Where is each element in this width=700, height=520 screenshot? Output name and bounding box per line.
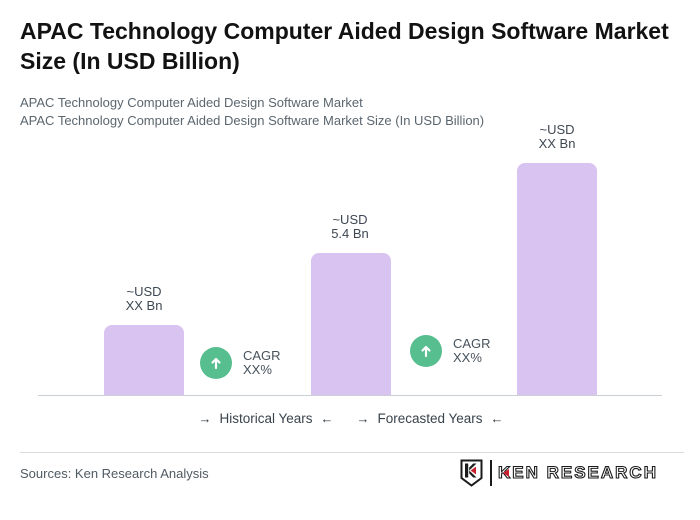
chart-subtitle: APAC Technology Computer Aided Design So… bbox=[20, 94, 680, 130]
bar-current bbox=[311, 253, 391, 395]
sources-note: Sources: Ken Research Analysis bbox=[20, 466, 209, 481]
arrow-up-icon bbox=[410, 335, 442, 367]
bar-forecast bbox=[517, 163, 597, 395]
logo-separator bbox=[489, 460, 492, 486]
cagr-label: CAGR XX% bbox=[243, 348, 281, 377]
arrow-up-icon bbox=[200, 347, 232, 379]
arrow-right-icon: → bbox=[198, 411, 212, 426]
x-axis-group-labels: → Historical Years ← → Forecasted Years ← bbox=[0, 411, 700, 427]
logo-wordmark: KEN RESEARCH bbox=[497, 462, 658, 482]
page-title: APAC Technology Computer Aided Design So… bbox=[20, 18, 669, 74]
arrow-left-icon: ← bbox=[490, 411, 504, 426]
footer-divider bbox=[20, 452, 684, 453]
ken-research-shield-icon bbox=[460, 459, 483, 487]
bar-chart: ~USD XX Bn ~USD 5.4 Bn ~USD XX Bn bbox=[104, 122, 597, 395]
subtitle-line-1: APAC Technology Computer Aided Design So… bbox=[20, 95, 363, 110]
x-axis-line bbox=[38, 395, 662, 396]
bar-value-label: ~USD 5.4 Bn bbox=[331, 212, 369, 241]
arrow-right-icon: → bbox=[356, 411, 370, 426]
subtitle-line-2: APAC Technology Computer Aided Design So… bbox=[20, 113, 485, 128]
ken-research-logo: KEN RESEARCH bbox=[459, 459, 658, 487]
arrow-left-icon: ← bbox=[320, 411, 334, 426]
forecasted-years-label: → Forecasted Years ← bbox=[356, 411, 504, 426]
cagr-badge: CAGR XX% bbox=[410, 335, 491, 367]
historical-years-label: → Historical Years ← bbox=[198, 411, 334, 426]
logo-red-triangle-icon bbox=[502, 469, 509, 477]
cagr-badge: CAGR XX% bbox=[200, 347, 281, 379]
cagr-label: CAGR XX% bbox=[453, 336, 491, 365]
bar-value-label: ~USD XX Bn bbox=[125, 284, 163, 313]
bar-value-label: ~USD XX Bn bbox=[538, 122, 576, 151]
bar-historical bbox=[104, 325, 184, 395]
